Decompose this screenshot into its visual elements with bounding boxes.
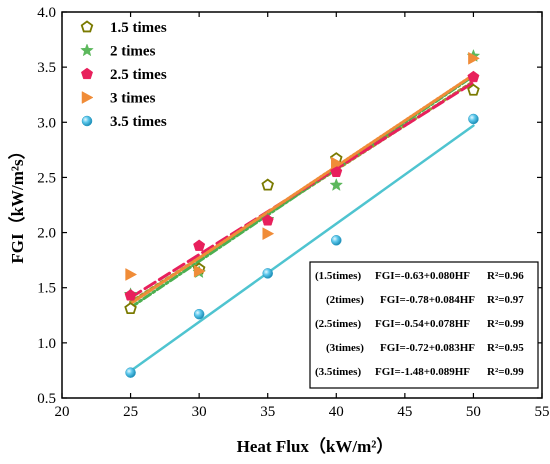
- data-point-s1-1: [124, 302, 137, 315]
- legend-label-4: 3 times: [110, 91, 156, 107]
- data-point-s5-4: [331, 235, 342, 246]
- legend: 1.5 times 2 times 2.5 times 3 times 3.5 time…: [80, 20, 167, 130]
- x-tick-label-3: 30: [192, 404, 207, 420]
- equation-r2-5: R²=0.99: [487, 366, 524, 378]
- data-point-s3-5: [467, 70, 480, 83]
- data-point-s5-3: [262, 268, 273, 279]
- y-tick-label-3: 1.5: [37, 281, 56, 297]
- fit-line-4: [129, 73, 475, 306]
- data-point-s5-1: [125, 367, 136, 378]
- data-point-s2-4: [329, 177, 344, 191]
- y-axis-title: FGI（kW/m²s）: [7, 142, 27, 263]
- data-point-s1-5: [467, 83, 480, 96]
- equation-box-frame: [309, 261, 539, 389]
- data-point-s5-5: [468, 113, 479, 125]
- data-point-s4-2: [193, 264, 206, 278]
- y-tick-label-1: 0.5: [37, 391, 56, 407]
- equation-label-1: (1.5times): [315, 270, 361, 282]
- legend-marker-1: [80, 20, 94, 33]
- y-tick-label-6: 3.0: [37, 115, 56, 131]
- data-point-s4-5: [468, 51, 480, 65]
- fit-line-3: [129, 81, 475, 300]
- equation-box: (1.5times) FGI=-0.63+0.080HF R²=0.96 (2time…: [309, 261, 539, 389]
- equation-label-4: (3times): [326, 342, 364, 354]
- data-point-s3-3: [261, 214, 274, 226]
- x-axis-title: Heat Flux（kW/m²）: [237, 436, 394, 456]
- legend-label-1: 1.5 times: [110, 20, 167, 36]
- fit-lines: [129, 73, 475, 373]
- equation-formula-4: FGI=-0.72+0.083HF: [380, 342, 475, 354]
- data-point-s5-2: [193, 308, 205, 320]
- legend-label-3: 2.5 times: [110, 67, 167, 83]
- x-tick-label-8: 55: [535, 404, 550, 420]
- equation-formula-1: FGI=-0.63+0.080HF: [375, 270, 470, 282]
- data-point-s4-4: [331, 156, 343, 170]
- data-point-s4-1: [125, 268, 138, 281]
- plot-frame: [61, 11, 543, 399]
- y-tick-label-7: 3.5: [37, 60, 56, 76]
- y-tick-label-4: 2.0: [37, 226, 56, 242]
- legend-marker-5: [81, 115, 93, 127]
- data-point-s3-2: [193, 239, 206, 251]
- equation-label-2: (2times): [326, 294, 364, 306]
- x-tick-label-4: 35: [260, 404, 275, 420]
- legend-marker-4: [81, 91, 94, 104]
- y-tick-label-8: 4.0: [37, 5, 56, 21]
- equation-label-5: (3.5times): [315, 366, 361, 378]
- x-tick-label-1: 20: [55, 404, 70, 420]
- equation-formula-2: FGI=-0.78+0.084HF: [380, 294, 475, 306]
- data-point-s1-3: [261, 178, 275, 191]
- data-point-s4-3: [262, 227, 275, 241]
- axes: 20 25 30 35 40 45 50 55 0.5 1.0 1.5 2.0 2.5 3.0 3.5 4.0: [37, 5, 549, 420]
- equation-formula-5: FGI=-1.48+0.089HF: [375, 366, 470, 378]
- equation-r2-2: R²=0.97: [487, 294, 524, 306]
- x-tick-label-5: 40: [329, 404, 344, 420]
- legend-label-5: 3.5 times: [110, 114, 167, 130]
- data-markers: [123, 48, 481, 378]
- y-tick-label-5: 2.5: [37, 170, 56, 186]
- equation-r2-3: R²=0.99: [487, 318, 524, 330]
- x-tick-label-6: 45: [397, 404, 412, 420]
- equation-r2-4: R²=0.95: [487, 342, 524, 354]
- data-point-s3-4: [330, 165, 343, 178]
- x-tick-label-7: 50: [466, 404, 481, 420]
- legend-label-2: 2 times: [110, 44, 156, 60]
- y-tick-label-2: 1.0: [37, 336, 56, 352]
- equation-formula-3: FGI=-0.54+0.078HF: [375, 318, 470, 330]
- legend-marker-3: [80, 67, 94, 80]
- legend-marker-2: [80, 43, 94, 57]
- equation-r2-1: R²=0.96: [487, 270, 524, 282]
- equation-label-3: (2.5times): [315, 318, 361, 330]
- x-tick-label-2: 25: [123, 404, 138, 420]
- data-point-s3-1: [124, 289, 137, 301]
- fit-line-5: [129, 124, 475, 373]
